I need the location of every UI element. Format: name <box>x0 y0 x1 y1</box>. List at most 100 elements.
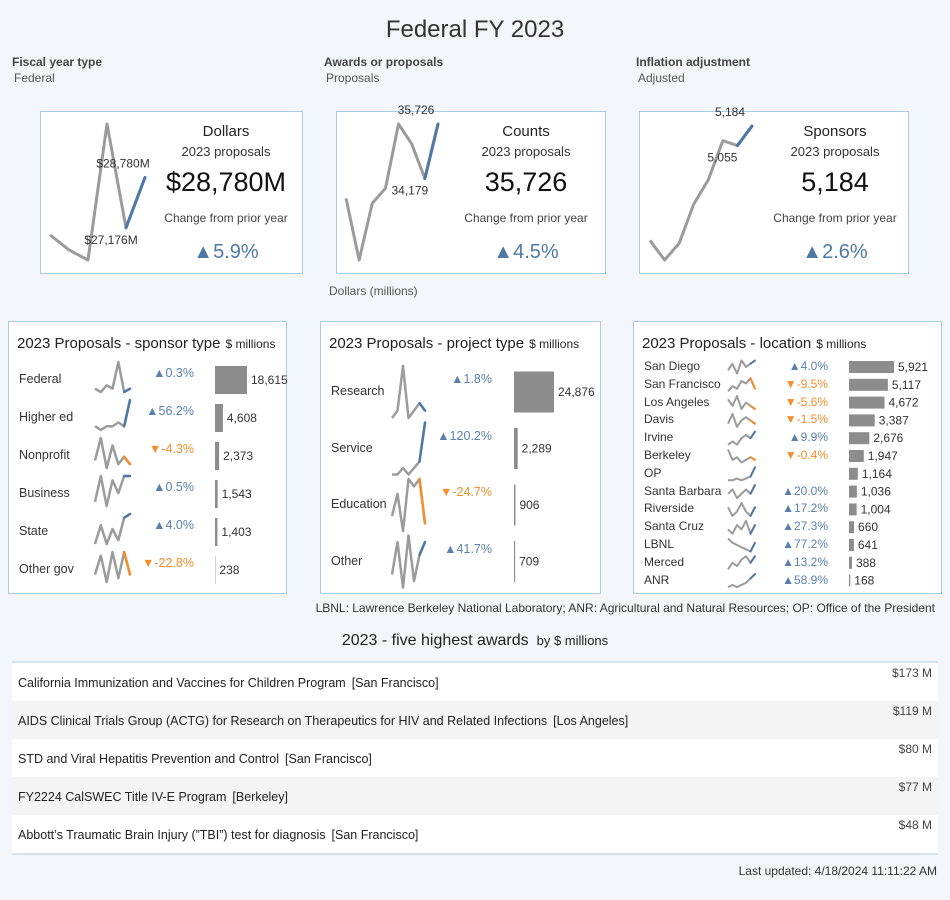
axis-note: Dollars (millions) <box>329 284 418 298</box>
category-label: Higher ed <box>19 410 74 424</box>
category-label: San Francisco <box>644 376 721 391</box>
panel-title-text: 2023 Proposals - location <box>642 335 812 352</box>
awards-unit: by $ millions <box>536 633 609 648</box>
panel-unit: $ millions <box>225 337 276 351</box>
award-row: STD and Viral Hepatitis Prevention and C… <box>12 739 938 777</box>
kpi-value: $28,780M <box>165 167 287 197</box>
award-campus: [San Francisco] <box>331 828 419 842</box>
award-text: AIDS Clinical Trials Group (ACTG) for Re… <box>18 714 628 728</box>
change-label: ▼-22.8% <box>142 556 194 570</box>
change-label: ▼-4.3% <box>148 442 194 456</box>
award-name: AIDS Clinical Trials Group (ACTG) for Re… <box>18 714 548 728</box>
panel-unit: $ millions <box>529 337 580 351</box>
change-label: ▲120.2% <box>437 428 492 443</box>
change-label: ▲58.9% <box>782 572 828 587</box>
category-label: Santa Barbara <box>644 483 722 498</box>
change-label: ▲77.2% <box>782 537 828 551</box>
filter-label: Inflation adjustment <box>636 55 750 69</box>
kpi-change: ▲4.5% <box>493 241 559 263</box>
change-label: ▲17.2% <box>782 501 828 516</box>
category-label: Davis <box>644 412 675 427</box>
category-label: ANR <box>644 572 670 587</box>
panel-unit: $ millions <box>816 337 867 351</box>
panel-title: 2023 Proposals - project type $ millions <box>329 335 596 352</box>
awards-title-text: 2023 - five highest awards <box>341 632 529 649</box>
kpi-value: 5,184 <box>801 167 869 197</box>
category-label: Berkeley <box>644 448 691 462</box>
award-name: Abbott’s Traumatic Brain Injury (”TBI”) … <box>18 828 326 842</box>
awards-title: 2023 - five highest awards by $ millions <box>0 632 950 650</box>
category-label: Research <box>331 384 385 398</box>
category-label: Merced <box>644 554 685 569</box>
category-label: Business <box>19 486 70 500</box>
panel-title: 2023 Proposals - location $ millions <box>642 335 937 352</box>
filter-value: Proposals <box>326 71 380 85</box>
kpi-title: Counts <box>502 123 550 140</box>
last-updated: Last updated: 4/18/2024 11:11:22 AM <box>738 864 937 878</box>
award-text: STD and Viral Hepatitis Prevention and C… <box>18 752 372 766</box>
award-row: California Immunization and Vaccines for… <box>12 663 938 701</box>
award-name: California Immunization and Vaccines for… <box>18 676 346 690</box>
change-label: ▼-9.5% <box>784 376 828 391</box>
change-label: ▲4.0% <box>788 359 828 373</box>
category-label: Nonprofit <box>19 448 70 462</box>
award-name: STD and Viral Hepatitis Prevention and C… <box>18 752 280 766</box>
change-label: ▼-0.4% <box>784 448 828 462</box>
filter-value: Adjusted <box>638 71 685 85</box>
category-label: Riverside <box>644 501 695 516</box>
panel-title: 2023 Proposals - sponsor type $ millions <box>17 335 282 352</box>
panel-title-text: 2023 Proposals - sponsor type <box>17 335 221 352</box>
change-label: ▲0.3% <box>153 366 194 380</box>
award-row: FY2224 CalSWEC Title IV-E Program [Berkel… <box>12 777 938 815</box>
kpi-title: Dollars <box>202 123 250 140</box>
award-campus: [Berkeley] <box>232 790 288 804</box>
change-label: ▲56.2% <box>146 404 194 418</box>
kpi-subtitle: 2023 proposals <box>790 144 880 159</box>
award-amount: $77 M <box>898 780 932 794</box>
category-label: Irvine <box>644 430 674 445</box>
change-label: ▲27.3% <box>782 519 828 534</box>
change-label: ▲13.2% <box>782 554 828 569</box>
category-label: Other gov <box>19 562 74 576</box>
category-label: Santa Cruz <box>644 519 705 534</box>
category-label: Education <box>331 497 387 511</box>
change-label: ▲0.5% <box>153 480 194 494</box>
change-label: ▲20.0% <box>782 483 828 498</box>
kpi-caption: Change from prior year <box>164 211 288 225</box>
award-campus: [San Francisco] <box>351 676 439 690</box>
award-campus: [San Francisco] <box>285 752 372 766</box>
award-amount: $173 M <box>891 666 932 680</box>
change-label: ▼-5.6% <box>784 394 828 409</box>
filter-value: Federal <box>14 71 55 85</box>
panel-title-text: 2023 Proposals - project type <box>329 335 525 352</box>
award-campus: [Los Angeles] <box>553 714 629 728</box>
category-label: OP <box>644 465 662 480</box>
award-amount: $80 M <box>898 742 932 756</box>
title: Federal FY 2023 <box>385 16 565 43</box>
award-text: California Immunization and Vaccines for… <box>18 676 439 690</box>
change-label: ▼-1.5% <box>784 412 828 427</box>
category-label: Federal <box>19 372 62 386</box>
awards-table: California Immunization and Vaccines for… <box>12 661 938 855</box>
panel <box>320 321 601 594</box>
category-label: LBNL <box>644 537 675 551</box>
award-row: Abbott’s Traumatic Brain Injury (”TBI”) … <box>12 815 938 853</box>
footnote: LBNL: Lawrence Berkeley National Laborat… <box>315 601 935 615</box>
category-label: Service <box>331 440 373 455</box>
kpi-change: ▲5.9% <box>193 241 259 263</box>
kpi-caption: Change from prior year <box>464 211 588 225</box>
award-row: AIDS Clinical Trials Group (ACTG) for Re… <box>12 701 938 739</box>
change-label: ▲9.9% <box>788 430 828 445</box>
filter-label: Awards or proposals <box>324 55 444 69</box>
award-text: FY2224 CalSWEC Title IV-E Program [Berkel… <box>18 790 288 804</box>
award-name: FY2224 CalSWEC Title IV-E Program <box>18 790 227 804</box>
category-label: San Diego <box>644 359 701 373</box>
category-label: Other <box>331 553 363 568</box>
kpi-subtitle: 2023 proposals <box>481 144 571 159</box>
award-text: Abbott’s Traumatic Brain Injury (”TBI”) … <box>18 828 418 842</box>
kpi-subtitle: 2023 proposals <box>181 144 271 159</box>
kpi-caption: Change from prior year <box>773 211 897 225</box>
category-label: Los Angeles <box>644 394 710 409</box>
change-label: ▲4.0% <box>153 518 194 532</box>
